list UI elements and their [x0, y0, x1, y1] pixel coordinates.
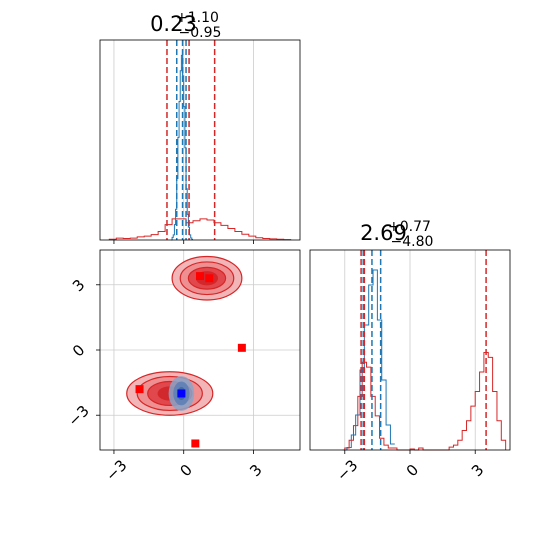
y-tick-label: −3	[65, 402, 93, 430]
red-marker	[237, 343, 246, 352]
blue-histogram	[342, 269, 395, 451]
red-histogram	[344, 352, 507, 451]
histogram-panel-2: −3 0 3	[309, 249, 511, 485]
x-tick-label: 0	[403, 461, 422, 480]
blue-histogram	[170, 54, 194, 241]
red-histogram	[108, 218, 292, 241]
red-marker	[135, 385, 144, 394]
x-tick-label: −3	[102, 456, 130, 484]
histogram-panel-1	[99, 39, 301, 244]
y-tick-label: 0	[69, 341, 88, 360]
x-tick-label: 0	[176, 461, 195, 480]
x-tick-label: 3	[246, 461, 265, 480]
blue-marker	[177, 389, 186, 398]
y-tick-label: 3	[69, 276, 88, 295]
red-marker	[196, 272, 204, 281]
axes-frame	[99, 39, 301, 241]
x-tick-label: 3	[468, 461, 487, 480]
panel-1-title: 0.23 +1.10 −0.95	[150, 7, 224, 41]
red-marker	[191, 439, 200, 448]
x-tick-label: −3	[333, 456, 361, 484]
red-marker	[205, 274, 214, 283]
joint-contour-panel: −3 0 3 3 0 −3	[65, 249, 301, 485]
panel-2-title: 2.69 +0.77 −4.80	[360, 216, 436, 250]
